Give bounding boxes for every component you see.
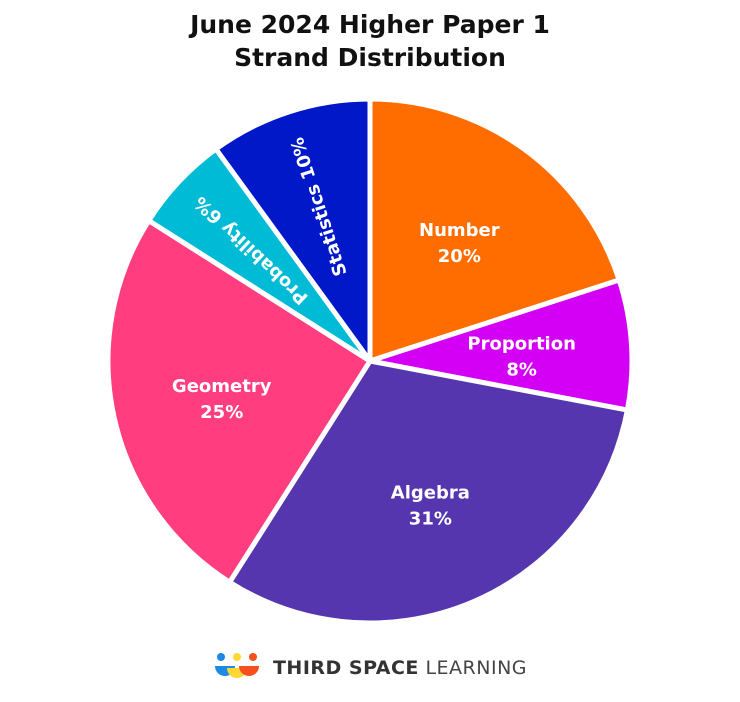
pie-chart: Number 20% Proportion 8% Algebra 31% Geometry 2… xyxy=(105,96,635,623)
brand-logo: THIRD SPACE LEARNING xyxy=(0,650,740,686)
third-space-learning-logo-icon xyxy=(214,653,259,678)
pie-slice-geometry xyxy=(105,218,373,585)
chart-title-line-2: Strand Distribution xyxy=(234,43,506,72)
chart-title: June 2024 Higher Paper 1 Strand Distribu… xyxy=(0,8,740,74)
brand-name-light: LEARNING xyxy=(425,657,528,679)
chart-title-line-1: June 2024 Higher Paper 1 xyxy=(190,10,550,39)
pie-label-algebra: Algebra 31% xyxy=(391,482,470,529)
pie-slice-number xyxy=(367,96,622,364)
pie-label-number: Number 20% xyxy=(419,220,500,267)
pie-label-geometry: Geometry 25% xyxy=(172,376,272,423)
brand-name: THIRD SPACE LEARNING xyxy=(273,657,527,679)
pie-slice-statistics xyxy=(213,96,373,364)
pie-slice-proportion xyxy=(367,277,635,413)
pie-label-proportion: Proportion 8% xyxy=(467,333,576,380)
brand-name-bold: THIRD SPACE xyxy=(272,657,419,679)
